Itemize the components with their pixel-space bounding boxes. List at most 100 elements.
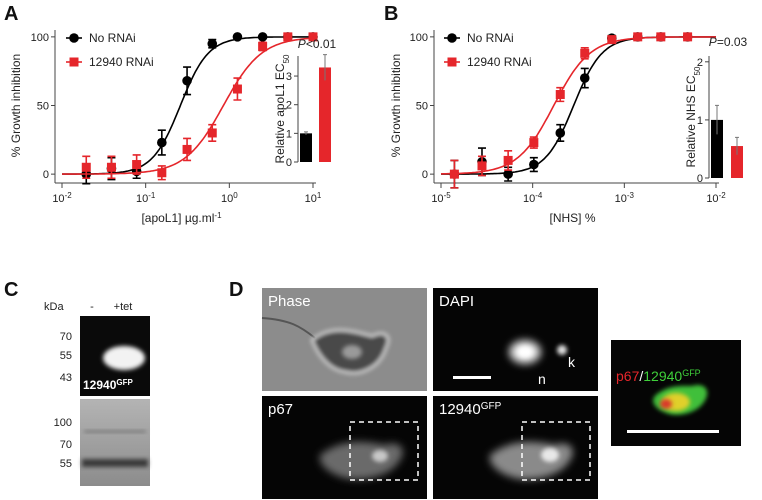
error-bar [323,54,327,81]
data-point [232,84,242,94]
data-point [182,144,192,154]
data-point [503,155,513,165]
annotation-part: P [709,35,717,49]
x-tick-label: 100 [221,191,238,206]
panel-letter: A [4,3,18,25]
x-tick-label-part: 10 [615,193,627,205]
band [84,430,146,433]
y-axis-label-part: Relative NHS EC [684,75,698,167]
kinetoplast-label: k [568,354,576,370]
x-tick-label-part: 10 [305,193,317,205]
x-tick-label: 10-1 [136,191,156,206]
data-point [157,168,167,178]
data-point [656,32,666,42]
x-axis-label: [NHS] % [549,211,595,225]
x-tick-label: 10-2 [52,191,72,206]
scale-bar [627,430,719,433]
label-sup: GFP [481,401,502,412]
x-tick-label: 10-5 [431,191,451,206]
x-tick-label-part: 10 [706,193,718,205]
marker-label: 43 [60,372,72,384]
error-bar [715,104,719,135]
x-tick-label-part: 10 [52,193,64,205]
data-point [182,75,192,86]
y-tick-label: 0 [286,157,292,169]
data-point [308,32,318,42]
x-tick-label-part: 0 [233,191,238,200]
y-axis-label-part: Relative apoL1 EC [273,63,287,163]
data-point [580,48,590,58]
data-point [106,162,116,172]
x-tick-label-part: -3 [627,191,635,200]
y-tick-label: 100 [31,32,49,44]
y-axis-label-part: 50 [693,66,702,75]
x-tick-label-part: 10 [523,193,535,205]
microscopy: Phase DAPI n k p67 12940GFP p67/12940GFP [261,288,741,499]
data-point [529,138,539,148]
marker-label: 70 [60,439,72,451]
data-point [555,128,566,138]
data-point [477,161,487,171]
x-axis-label-part: -1 [214,211,222,220]
data-point [257,32,268,42]
y-tick-label: 0 [697,173,703,185]
data-point [207,38,218,49]
y-axis-label: % Growth inhibition [9,54,23,157]
x-tick-label-part: 10 [431,193,443,205]
western-blot: kDa - +tet 12940GFP 70 55 43 100 70 55 [44,301,150,486]
legend-marker [69,33,79,43]
x-tick-label-part: -4 [535,191,543,200]
y-axis-label: Relative NHS EC50 [684,66,702,167]
y-axis-label: % Growth inhibition [389,54,403,157]
data-point [132,160,142,170]
merge-red [660,399,672,409]
data-point [232,32,243,42]
legend-label: No RNAi [89,31,136,45]
blot-label-sup: GFP [116,378,133,387]
marker-label: 55 [60,350,72,362]
band [82,459,148,467]
data-point [283,32,293,42]
x-tick-label-part: 10 [221,193,233,205]
marker-label: 100 [54,417,72,429]
lane-label: - [90,301,94,313]
data-point [157,137,167,148]
error-bar [304,131,308,135]
data-point [258,41,268,51]
nucleus-label: n [538,371,546,387]
bar [319,67,331,162]
legend-marker [447,33,457,43]
y-tick-label: 50 [416,101,428,113]
data-point [503,169,513,179]
data-point [529,159,539,170]
y-tick-label: 3 [286,71,292,83]
annotation: P<0.01 [298,37,337,51]
x-tick-label-part: -5 [444,191,452,200]
data-point [81,162,91,172]
x-tick-label-part: -2 [65,191,73,200]
label-red: p67 [616,368,640,384]
y-tick-label: 0 [43,169,49,181]
x-tick-label: 101 [305,191,322,206]
marker-label: 70 [60,331,72,343]
label-base: 12940 [439,401,481,418]
bar [711,119,723,178]
data-point [555,90,565,100]
blot-bottom [80,399,150,486]
scale-bar [453,376,491,379]
y-tick-label: 50 [37,101,49,113]
y-tick-label: 1 [286,128,292,140]
nucleus-phase [342,345,362,359]
annotation-part: <0.01 [306,37,337,51]
annotation: P=0.03 [709,35,748,49]
signal [372,450,388,462]
image-label: Phase [268,293,311,310]
legend-label: 12940 RNAi [89,55,154,69]
data-point [607,35,617,45]
y-tick-label: 0 [422,169,428,181]
x-tick-label: 10-3 [615,191,635,206]
annotation-part: =0.03 [717,35,748,49]
y-tick-label: 1 [697,115,703,127]
x-tick-label-part: 1 [317,191,322,200]
